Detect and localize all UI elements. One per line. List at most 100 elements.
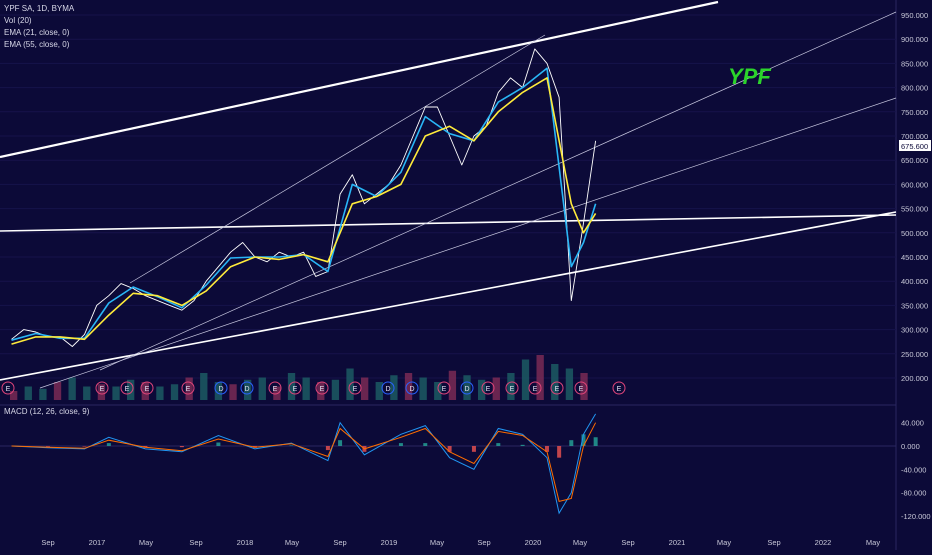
volume-bar [24, 386, 32, 400]
macd-histogram-bar [496, 443, 501, 446]
volume-bar [478, 379, 486, 400]
event-marker-dividend [240, 381, 254, 395]
price-lines [11, 48, 597, 347]
price-tick-label: 650.000 [901, 156, 928, 165]
volume-bar [463, 375, 471, 400]
price-tick-label: 900.000 [901, 35, 928, 44]
time-tick-label: May [285, 538, 299, 547]
event-marker-dividend [460, 381, 474, 395]
event-marker-earnings [1, 381, 15, 395]
volume-bar [112, 386, 120, 400]
event-marker-dividend [381, 381, 395, 395]
time-tick-label: May [430, 538, 444, 547]
event-marker-earnings [181, 381, 195, 395]
trendline [0, 0, 719, 159]
event-marker-earnings [437, 381, 451, 395]
time-tick-label: May [573, 538, 587, 547]
series-ema21 [11, 67, 597, 341]
macd-histogram-bar [520, 444, 525, 446]
event-marker-label: E [125, 386, 130, 393]
macd-tick-label: -120.000 [901, 512, 931, 521]
time-tick-label: May [866, 538, 880, 547]
event-marker-label: E [186, 386, 191, 393]
time-tick-label: Sep [477, 538, 490, 547]
trendline [39, 97, 897, 389]
event-marker-earnings [348, 381, 362, 395]
event-marker-label: E [145, 386, 150, 393]
time-axis[interactable]: Sep 2017 May Sep 2018 May Sep 2019 May Sep 2020 May… [41, 538, 880, 547]
event-marker-earnings [268, 381, 282, 395]
volume-bar [141, 382, 149, 400]
price-tick-label: 200.000 [901, 374, 928, 383]
macd-tick-label: 40.000 [901, 419, 924, 428]
time-tick-label: Sep [189, 538, 202, 547]
price-tick-label: 450.000 [901, 253, 928, 262]
macd-histogram-bar [82, 446, 87, 447]
volume-bar [200, 373, 208, 400]
event-marker-label: E [533, 386, 538, 393]
time-tick-label: Sep [767, 538, 780, 547]
macd-histogram-bar [471, 446, 476, 452]
macd-label[interactable]: MACD (12, 26, close, 9) [4, 407, 90, 416]
volume-bar [302, 377, 310, 400]
indicator-ema55[interactable]: EMA (55, close, 0) [4, 40, 70, 49]
macd-axis[interactable]: 40.000 0.000 -40.000 -80.000 -120.000 [901, 419, 931, 521]
macd-histogram-bar [398, 443, 403, 446]
volume-bar [170, 384, 179, 400]
time-tick-label: Sep [621, 538, 634, 547]
volume-bar [68, 377, 76, 400]
ypf-annotation: YPF [728, 64, 771, 89]
time-tick-label: 2019 [381, 538, 398, 547]
event-marker-dividend [405, 381, 419, 395]
event-marker-earnings [120, 381, 134, 395]
event-marker-label: D [244, 386, 249, 393]
event-marker-label: E [100, 386, 105, 393]
macd-histogram-bar [179, 446, 184, 448]
time-tick-label: 2017 [89, 538, 106, 547]
price-tick-label: 850.000 [901, 59, 928, 68]
price-axis[interactable]: 950.000 900.000 850.000 800.000 750.000 700.0… [901, 11, 928, 383]
volume-bar [536, 355, 544, 400]
macd-histogram-bar [557, 446, 562, 458]
volume-bar [375, 382, 383, 400]
volume-bar [317, 382, 325, 400]
price-tick-label: 350.000 [901, 301, 928, 310]
event-marker-label: E [273, 386, 278, 393]
volume-bar [565, 368, 574, 400]
volume-bar [53, 382, 62, 400]
event-marker-label: E [442, 386, 447, 393]
event-marker-earnings [612, 381, 626, 395]
volume-bar [156, 386, 164, 400]
event-marker-earnings [574, 381, 588, 395]
price-tick-label: 500.000 [901, 229, 928, 238]
current-price-label: 675.600 [901, 142, 928, 151]
event-marker-label: E [6, 386, 11, 393]
macd-histogram-bar [569, 440, 574, 446]
indicator-vol[interactable]: Vol (20) [4, 16, 32, 25]
macd-histogram-bar [46, 446, 50, 447]
event-marker-earnings [505, 381, 519, 395]
volume-bar [507, 373, 515, 400]
event-marker-label: E [555, 386, 560, 393]
event-marker-earnings [481, 381, 495, 395]
macd-tick-label: -40.000 [901, 465, 926, 474]
trendline [129, 34, 546, 284]
trendlines[interactable] [0, 0, 897, 389]
trendline [0, 214, 897, 232]
time-tick-label: Sep [41, 538, 54, 547]
macd-histogram-bar [338, 440, 343, 446]
event-marker-label: D [464, 386, 469, 393]
time-tick-label: 2018 [237, 538, 254, 547]
indicator-ema21[interactable]: EMA (21, close, 0) [4, 28, 70, 37]
volume-bar [448, 370, 457, 400]
symbol-header: YPF SA, 1D, BYMA [4, 4, 75, 13]
volume-bar [185, 377, 193, 400]
event-marker-label: E [320, 386, 325, 393]
volume-bar [361, 377, 369, 400]
volume-bar [287, 373, 296, 400]
volume-bar [83, 386, 91, 400]
